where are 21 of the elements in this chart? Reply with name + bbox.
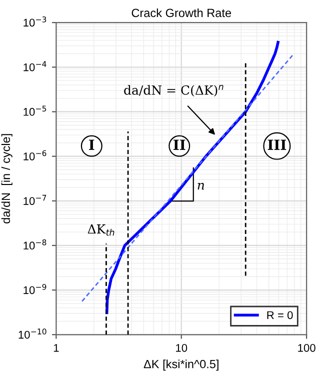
x-tick-label: 10 xyxy=(176,344,188,352)
x-tick-label: 100 xyxy=(298,344,316,352)
annotation: n xyxy=(198,182,204,190)
y-tick-label: 10$^{−4}$ xyxy=(24,61,46,72)
y-tick-label: 10$^{−10}$ xyxy=(18,328,46,339)
x-tick-label: 1 xyxy=(54,344,59,352)
annotation: da/dN = C(ΔK)$^{n}$ xyxy=(124,84,224,97)
chart-title: Crack Growth Rate xyxy=(132,8,232,18)
y-tick-label: 10$^{−5}$ xyxy=(24,106,46,116)
y-tick-label: 10$^{−7}$ xyxy=(24,194,46,205)
annotation: I xyxy=(89,140,94,150)
y-tick-label: 10$^{−3}$ xyxy=(24,16,46,27)
x-axis-title: ΔK [ksi*in^0.5] xyxy=(144,360,218,371)
annotation: II xyxy=(174,140,186,150)
annotation: ΔK$_{th}$ xyxy=(88,224,114,236)
y-axis-title: da/dN [in / cycle] xyxy=(1,134,12,224)
y-tick-label: 10$^{−9}$ xyxy=(24,284,46,294)
legend-label: R = 0 xyxy=(267,311,293,320)
y-tick-label: 10$^{−8}$ xyxy=(24,239,46,250)
annotation: III xyxy=(268,140,286,150)
y-tick-label: 10$^{−6}$ xyxy=(24,150,46,160)
